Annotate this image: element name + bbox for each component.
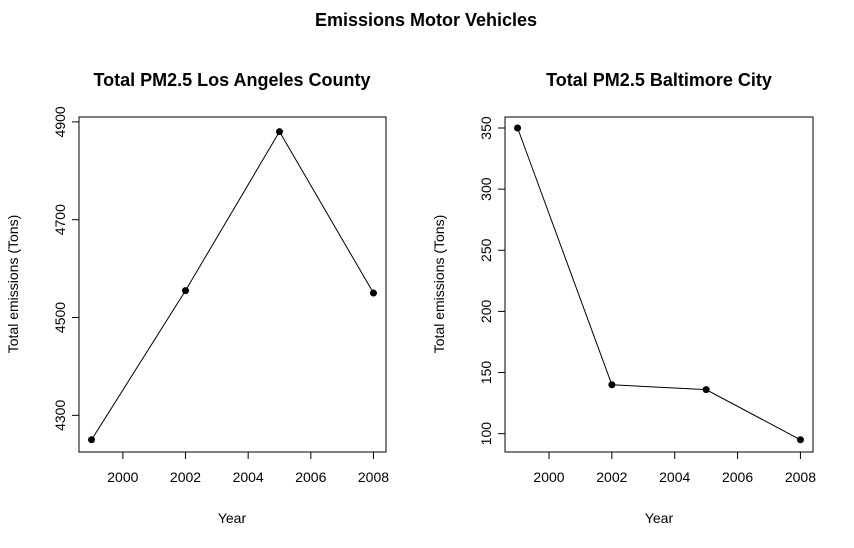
x-axis: 2000 2002 2004 2006 2008 bbox=[533, 452, 816, 485]
y-axis: 100 150 200 250 300 350 bbox=[478, 116, 505, 445]
data-point bbox=[702, 386, 710, 394]
y-tick-label: 150 bbox=[478, 361, 494, 385]
x-tick-label: 2000 bbox=[533, 469, 564, 485]
y-tick-label: 4500 bbox=[52, 302, 68, 333]
x-axis-label: Year bbox=[645, 510, 674, 526]
x-tick-label: 2004 bbox=[659, 469, 690, 485]
x-tick-label: 2002 bbox=[170, 469, 201, 485]
x-axis: 2000 2002 2004 2006 2008 bbox=[107, 452, 389, 485]
y-tick-label: 200 bbox=[478, 300, 494, 324]
y-tick-label: 100 bbox=[478, 422, 494, 446]
y-tick-label: 350 bbox=[478, 116, 494, 140]
data-point bbox=[182, 287, 190, 295]
figure-title: Emissions Motor Vehicles bbox=[315, 10, 537, 30]
plot-area-frame bbox=[504, 116, 814, 453]
x-tick-label: 2008 bbox=[785, 469, 816, 485]
data-point bbox=[514, 124, 522, 132]
chart-los-angeles: Total PM2.5 Los Angeles County Year Tota… bbox=[5, 70, 389, 526]
y-tick-label: 4300 bbox=[52, 400, 68, 431]
series-line bbox=[517, 127, 801, 441]
x-tick-label: 2008 bbox=[358, 469, 389, 485]
data-point bbox=[88, 436, 96, 444]
series-line bbox=[91, 130, 374, 441]
series bbox=[88, 128, 377, 444]
data-point bbox=[275, 128, 283, 136]
y-axis-label: Total emissions (Tons) bbox=[5, 215, 21, 354]
x-tick-label: 2006 bbox=[722, 469, 753, 485]
chart-title: Total PM2.5 Baltimore City bbox=[546, 70, 772, 90]
y-axis: 4300 4500 4700 4900 bbox=[52, 106, 79, 431]
x-tick-label: 2002 bbox=[596, 469, 627, 485]
y-tick-label: 250 bbox=[478, 238, 494, 262]
plot-area-frame bbox=[78, 116, 387, 453]
y-tick-label: 4900 bbox=[52, 106, 68, 137]
x-tick-label: 2004 bbox=[233, 469, 264, 485]
x-tick-label: 2006 bbox=[295, 469, 326, 485]
data-point bbox=[608, 381, 616, 389]
chart-baltimore: Total PM2.5 Baltimore City Year Total em… bbox=[431, 70, 816, 526]
data-point bbox=[369, 289, 377, 297]
x-tick-label: 2000 bbox=[107, 469, 138, 485]
x-axis-label: Year bbox=[218, 510, 247, 526]
chart-title: Total PM2.5 Los Angeles County bbox=[93, 70, 370, 90]
y-tick-label: 4700 bbox=[52, 204, 68, 235]
y-tick-label: 300 bbox=[478, 177, 494, 201]
series bbox=[514, 124, 804, 444]
y-axis-label: Total emissions (Tons) bbox=[431, 215, 447, 354]
data-point bbox=[796, 436, 804, 444]
